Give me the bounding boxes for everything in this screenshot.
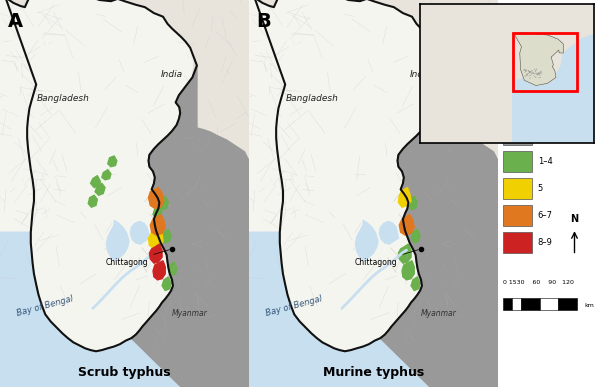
Text: India: India [410,70,432,79]
Polygon shape [108,156,117,167]
Polygon shape [148,229,163,249]
Polygon shape [409,197,418,210]
Polygon shape [95,183,105,195]
Polygon shape [380,65,498,387]
Bar [503,298,512,310]
Text: B: B [256,12,271,31]
Polygon shape [420,4,594,143]
Polygon shape [355,220,378,261]
Text: Chittagong: Chittagong [355,250,418,267]
Polygon shape [153,205,162,219]
Polygon shape [162,229,171,243]
Bar [558,298,577,310]
Text: 1–4: 1–4 [538,157,553,166]
Polygon shape [149,244,162,263]
Text: Bangladesh: Bangladesh [37,94,90,103]
Polygon shape [0,0,249,387]
Text: Bay of Bengal: Bay of Bengal [265,294,323,318]
Text: 0 1530    60    90   120: 0 1530 60 90 120 [503,281,574,286]
Polygon shape [88,195,97,207]
Polygon shape [249,0,498,387]
Polygon shape [249,0,446,351]
Bar [521,298,540,310]
Bar [503,124,532,145]
Bar [503,151,532,172]
Polygon shape [398,188,411,207]
Text: km: km [585,303,595,308]
Polygon shape [131,65,249,387]
Polygon shape [249,0,498,387]
Bar [503,232,532,253]
Polygon shape [162,277,171,291]
Text: Scrub typhus: Scrub typhus [78,366,171,379]
Polygon shape [160,197,169,210]
Text: 0: 0 [538,130,543,139]
Polygon shape [106,220,129,261]
Text: A: A [7,12,23,31]
Bar [512,298,521,310]
Polygon shape [131,60,249,387]
Text: India: India [161,70,183,79]
Polygon shape [400,214,414,235]
Text: Myanmar: Myanmar [421,308,457,318]
Text: Chittagong: Chittagong [106,250,169,267]
Polygon shape [380,60,498,387]
Polygon shape [91,176,101,188]
Bar [503,205,532,226]
Polygon shape [130,221,149,244]
Polygon shape [0,232,181,387]
Polygon shape [379,221,398,244]
Bar [540,298,558,310]
Text: N: N [571,214,578,224]
Text: 8–9: 8–9 [538,238,553,247]
Polygon shape [0,0,249,387]
Polygon shape [148,188,164,208]
Polygon shape [151,214,165,235]
Polygon shape [153,261,165,280]
Text: Bay of Bengal: Bay of Bengal [16,294,74,318]
Text: Bangladesh: Bangladesh [286,94,339,103]
Polygon shape [513,34,594,143]
Polygon shape [411,277,420,291]
Text: No. positive cases: No. positive cases [503,104,589,113]
Polygon shape [102,170,111,180]
Bar [513,33,577,91]
Text: Murine typhus: Murine typhus [323,366,424,379]
Bar [503,178,532,199]
Polygon shape [402,261,414,280]
Polygon shape [0,0,197,351]
Text: 5: 5 [538,184,543,193]
Polygon shape [514,33,563,86]
Polygon shape [411,229,420,243]
Polygon shape [169,262,176,275]
Polygon shape [398,244,411,263]
Polygon shape [249,232,430,387]
Text: 6–7: 6–7 [538,211,553,220]
Text: Myanmar: Myanmar [172,308,208,318]
